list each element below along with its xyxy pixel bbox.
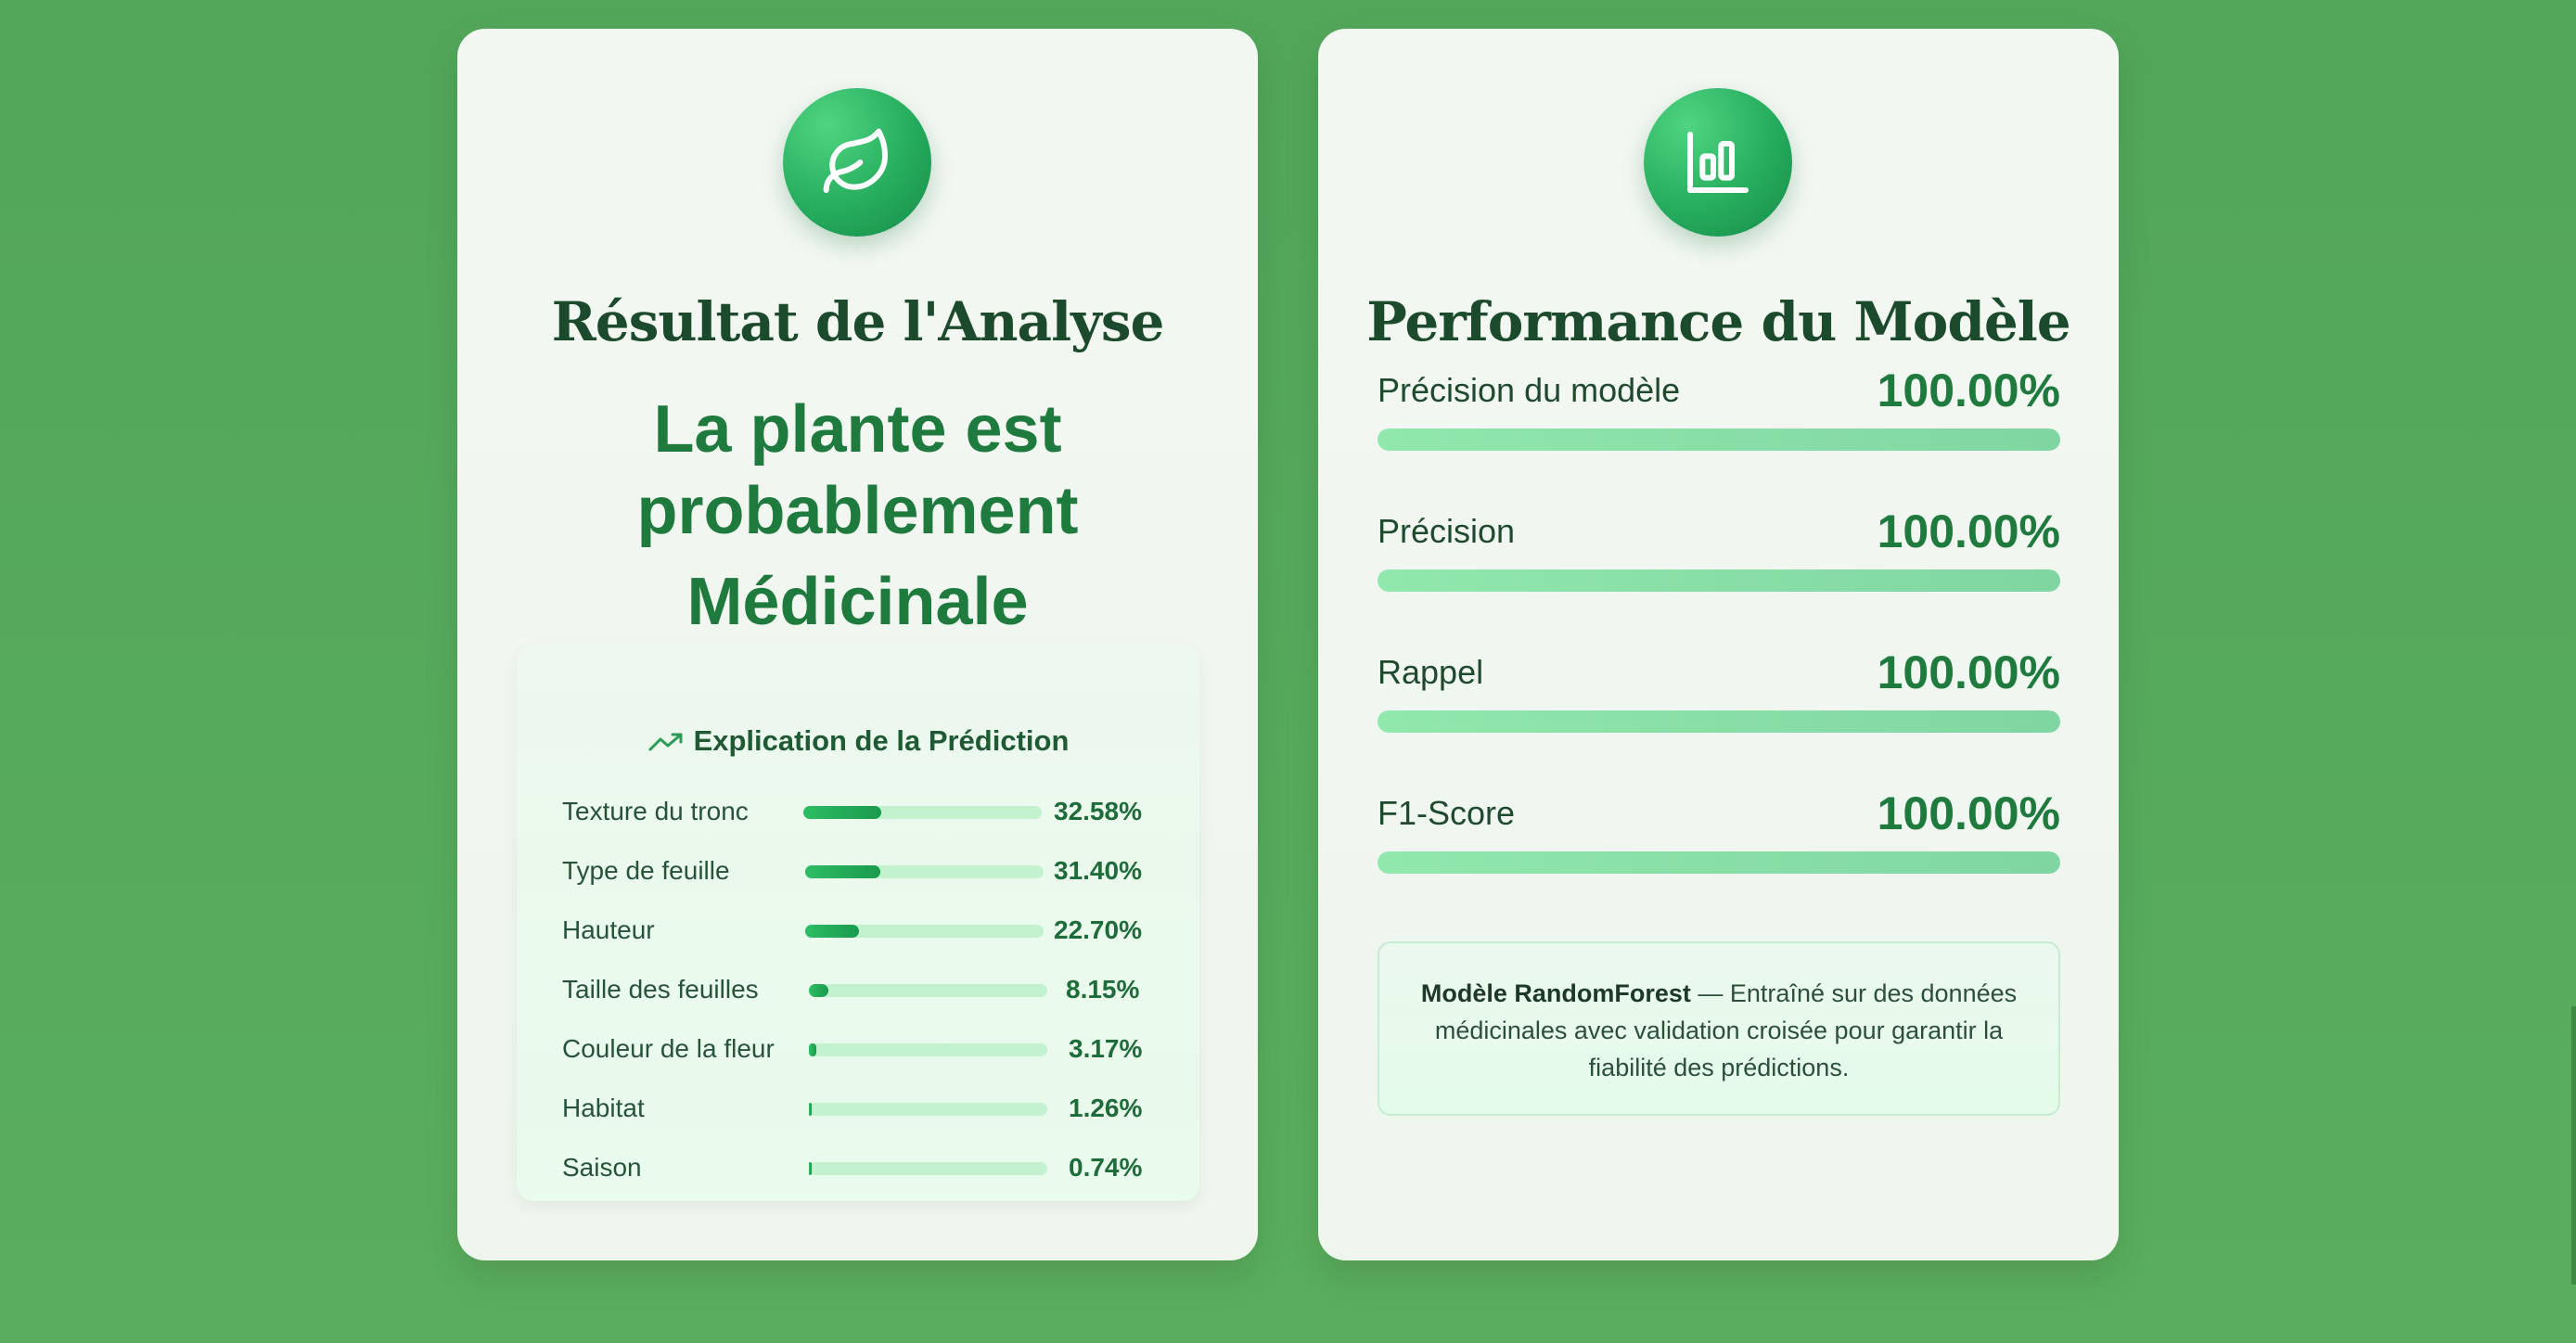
feature-value: 22.70% [1054, 915, 1142, 944]
feature-bar [805, 925, 1044, 938]
metric-bar-fill [1378, 851, 2060, 874]
feature-label: Hauteur [562, 915, 655, 944]
feature-bar-fill [805, 925, 860, 938]
feature-row: Habitat 1.26% [517, 1090, 1199, 1127]
feature-bar-fill [803, 806, 881, 819]
metric-row: Précision 100.00% [1378, 504, 2060, 596]
feature-label: Texture du tronc [562, 797, 749, 825]
feature-label: Taille des feuilles [562, 975, 759, 1004]
feature-label: Saison [562, 1153, 642, 1182]
feature-bar [809, 1103, 1047, 1116]
metric-bar [1378, 569, 2060, 592]
prediction-result: La plante est probablement Médicinale [457, 389, 1258, 643]
feature-value: 8.15% [1066, 975, 1140, 1004]
explanation-title: Explication de la Prédiction [693, 724, 1070, 757]
prediction-explanation-panel: Explication de la Prédiction Texture du … [517, 645, 1199, 1201]
feature-value: 0.74% [1069, 1153, 1143, 1182]
metric-bar [1378, 851, 2060, 874]
performance-title: Performance du Modèle [1366, 290, 2070, 353]
feature-bar-fill [809, 1103, 813, 1116]
analysis-title: Résultat de l'Analyse [551, 290, 1165, 353]
bar-chart-icon [1644, 88, 1792, 237]
metric-value: 100.00% [1877, 365, 2060, 416]
metric-bar [1378, 428, 2060, 451]
metric-label: Précision [1378, 512, 1516, 550]
page-scrollbar[interactable] [2571, 1006, 2576, 1285]
model-info-box: Modèle RandomForest — Entraîné sur des d… [1378, 941, 2060, 1116]
metric-label: Rappel [1378, 653, 1484, 691]
metric-bar [1378, 710, 2060, 733]
feature-row: Couleur de la fleur 3.17% [517, 1030, 1199, 1068]
feature-value: 1.26% [1069, 1094, 1143, 1122]
metric-label: F1-Score [1378, 794, 1516, 832]
feature-bar-fill [809, 984, 828, 997]
analysis-result-card: Résultat de l'Analyse La plante est prob… [457, 29, 1258, 1260]
metric-bar-fill [1378, 569, 2060, 592]
result-line-1: La plante est [653, 392, 1062, 467]
metric-label: Précision du modèle [1378, 371, 1681, 409]
feature-label: Type de feuille [562, 856, 730, 885]
metric-value: 100.00% [1877, 505, 2060, 557]
feature-value: 32.58% [1054, 797, 1142, 825]
feature-value: 3.17% [1069, 1034, 1143, 1063]
metric-value: 100.00% [1877, 646, 2060, 698]
result-line-3: Médicinale [686, 565, 1029, 639]
metric-bar-fill [1378, 428, 2060, 451]
feature-bar-fill [809, 1043, 817, 1056]
metric-row: F1-Score 100.00% [1378, 786, 2060, 878]
feature-bar [805, 865, 1044, 878]
feature-label: Habitat [562, 1094, 645, 1122]
feature-bar [803, 806, 1042, 819]
feature-label: Couleur de la fleur [562, 1034, 775, 1063]
result-line-2: probablement [636, 474, 1079, 548]
feature-row: Saison 0.74% [517, 1149, 1199, 1186]
feature-row: Type de feuille 31.40% [517, 852, 1199, 889]
metric-row: Rappel 100.00% [1378, 645, 2060, 737]
feature-row: Texture du tronc 32.58% [517, 793, 1199, 830]
feature-bar-fill [809, 1162, 812, 1175]
feature-bar-fill [805, 865, 880, 878]
model-performance-card: Performance du Modèle Précision du modèl… [1318, 29, 2119, 1260]
trending-up-icon [648, 733, 683, 751]
explanation-heading: Explication de la Prédiction [517, 723, 1199, 760]
model-description: — Entraîné sur des données médicinales a… [1434, 979, 2018, 1081]
feature-row: Hauteur 22.70% [517, 912, 1199, 949]
metric-bar-fill [1378, 710, 2060, 733]
metric-value: 100.00% [1877, 787, 2060, 839]
feature-row: Taille des feuilles 8.15% [517, 971, 1199, 1008]
feature-bar [809, 1043, 1047, 1056]
feature-value: 31.40% [1054, 856, 1142, 885]
feature-bar [809, 1162, 1047, 1175]
model-name: Modèle RandomForest [1420, 979, 1691, 1007]
feature-bar [809, 984, 1047, 997]
leaf-icon [783, 88, 931, 237]
metric-row: Précision du modèle 100.00% [1378, 363, 2060, 455]
